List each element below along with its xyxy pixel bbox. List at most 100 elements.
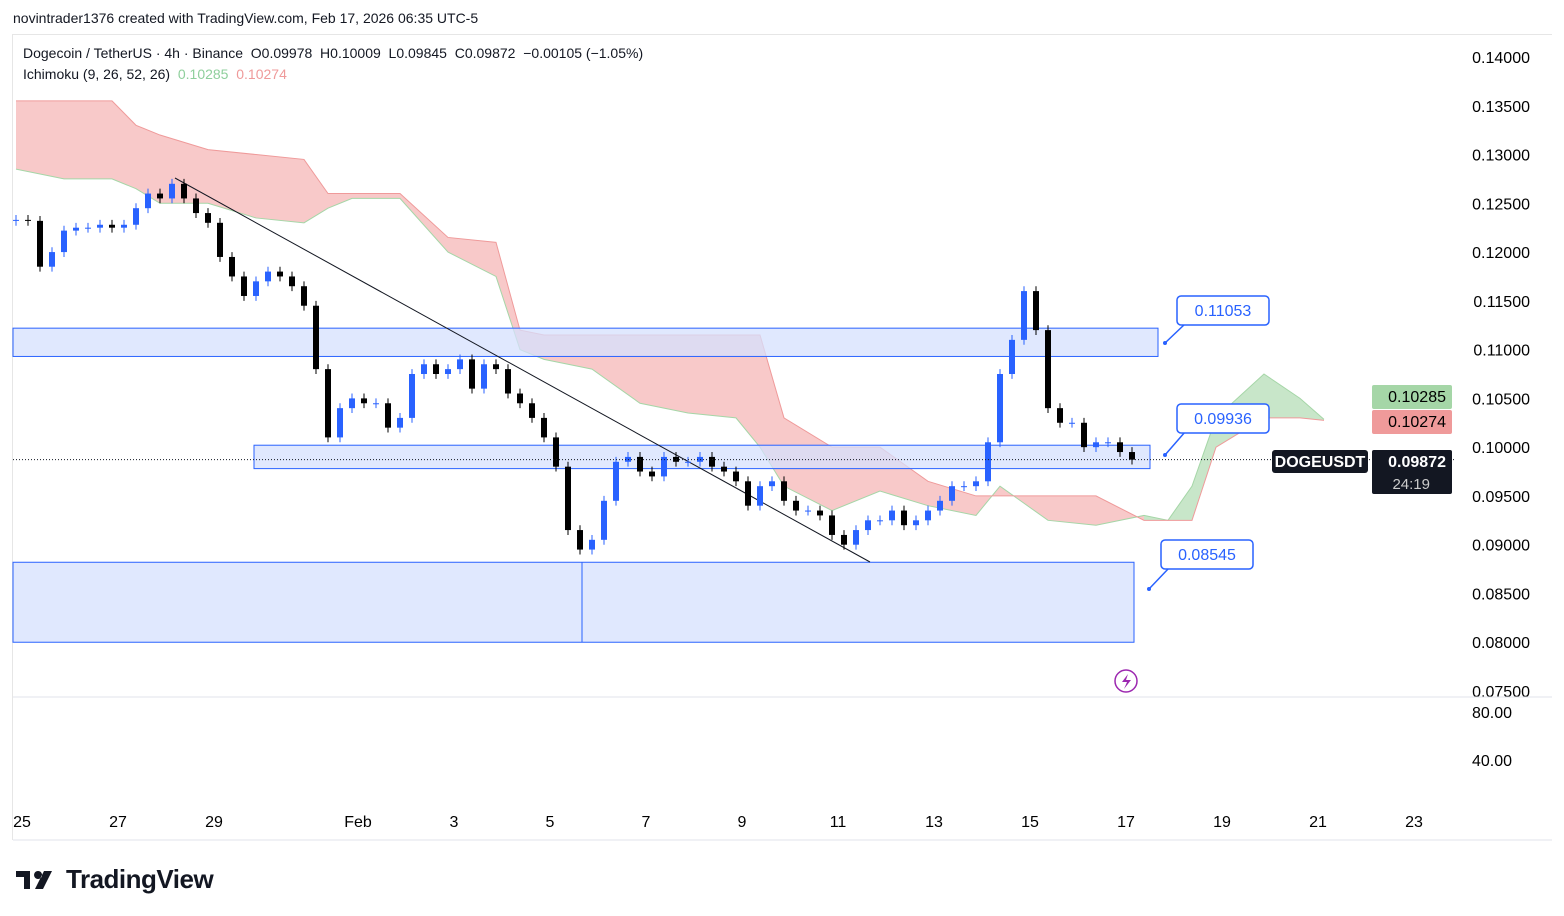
price-axis-label: 0.07500	[1472, 684, 1530, 701]
candle-body	[733, 471, 739, 482]
ichimoku-cloud-segment	[16, 100, 64, 179]
candle-body	[205, 213, 211, 223]
candle-body	[469, 359, 475, 389]
tradingview-logo[interactable]: TradingView	[16, 864, 214, 895]
indicator-value-b: 0.10274	[236, 66, 287, 82]
ichimoku-cloud-segment	[112, 100, 136, 189]
candle-body	[865, 520, 871, 531]
candle-body	[397, 417, 403, 428]
candle-body	[961, 486, 967, 488]
time-axis-label: 17	[1117, 814, 1135, 831]
candle-body	[253, 281, 259, 296]
candle-body	[109, 224, 115, 228]
callout-box	[1160, 539, 1254, 570]
ohlc-close: C0.09872	[454, 45, 516, 61]
callout-pointer	[1164, 323, 1201, 344]
ohlc-high: H0.10009	[320, 45, 381, 61]
candle-body	[877, 520, 883, 522]
candle-body	[1057, 408, 1063, 423]
candle-body	[685, 461, 691, 463]
time-axis-label: 3	[450, 814, 459, 831]
time-axis-label: 27	[109, 814, 127, 831]
candle-body	[289, 276, 295, 287]
candle-body	[937, 500, 943, 511]
ichimoku-cloud-segment	[304, 159, 328, 223]
callout-anchor-dot	[1163, 341, 1167, 345]
time-axis-label: 11	[830, 814, 847, 831]
candle-body	[97, 224, 103, 228]
lower-pane-axis-label: 40.00	[1472, 753, 1512, 770]
candle-body	[1093, 442, 1099, 448]
indicator-name[interactable]: Ichimoku (9, 26, 52, 26)	[23, 66, 171, 82]
price-axis-label: 0.08000	[1472, 635, 1530, 652]
candle-body	[637, 456, 643, 472]
ichimoku-cloud-segment	[1096, 495, 1144, 526]
candle-body	[13, 219, 19, 221]
price-axis-label: 0.08500	[1472, 586, 1530, 603]
candle-body	[169, 183, 175, 199]
candle-body	[1117, 442, 1123, 453]
candle-body	[61, 230, 67, 253]
candle-body	[721, 466, 727, 472]
ichimoku-cloud-segment	[736, 334, 760, 448]
symbol-name[interactable]: Dogecoin / TetherUS · 4h · Binance	[23, 45, 243, 61]
candle-body	[853, 530, 859, 545]
price-axis-label: 0.09000	[1472, 538, 1530, 555]
candle-body	[841, 534, 847, 545]
candle-body	[661, 456, 667, 477]
candle-body	[517, 393, 523, 404]
candle-body	[361, 398, 367, 404]
ohlc-change: −0.00105 (−1.05%)	[523, 45, 644, 61]
ichimoku-cloud-segment	[256, 154, 304, 223]
candle-body	[241, 276, 247, 296]
candle-body	[1045, 330, 1051, 409]
time-axis-label: 13	[925, 814, 943, 831]
candle-body	[277, 271, 283, 277]
indicator-legend: Ichimoku (9, 26, 52, 26) 0.10285 0.10274	[23, 66, 287, 82]
candle-body	[133, 208, 139, 225]
candle-body	[229, 256, 235, 277]
price-axis-label: 0.11000	[1473, 343, 1530, 360]
support-resistance-zone	[12, 561, 1135, 643]
candle-body	[613, 461, 619, 501]
candle-body	[997, 374, 1003, 443]
candle-body	[985, 442, 991, 482]
candle-body	[121, 224, 127, 228]
time-axis-label: 29	[205, 814, 223, 831]
ohlc-open: O0.09978	[250, 45, 313, 61]
candle-body	[373, 403, 379, 405]
callout-pointer	[1148, 567, 1185, 590]
candle-body	[1129, 452, 1135, 460]
candle-body	[1105, 442, 1111, 444]
candle-body	[1021, 291, 1027, 340]
candle-body	[949, 486, 955, 501]
candle-body	[493, 364, 499, 370]
candle-body	[1033, 291, 1039, 331]
time-axis-label: 19	[1213, 814, 1231, 831]
trendline	[174, 177, 871, 563]
lower-pane-axis-label: 80.00	[1472, 705, 1512, 722]
candle-body	[649, 471, 655, 477]
time-axis-label: 23	[1405, 814, 1423, 831]
time-axis-label: 7	[642, 814, 651, 831]
candle-body	[157, 193, 163, 199]
ichimoku-cloud-segment	[64, 100, 112, 179]
ohlc-low: L0.09845	[388, 45, 447, 61]
candle-body	[757, 486, 763, 506]
time-axis-label: 5	[546, 814, 555, 831]
candle-body	[265, 271, 271, 282]
price-axis-label: 0.13000	[1472, 148, 1530, 165]
candle-body	[409, 374, 415, 418]
ichimoku-cloud-segment	[400, 193, 448, 253]
candle-body	[973, 481, 979, 487]
candle-body	[301, 286, 307, 306]
candle-body	[589, 539, 595, 550]
price-axis-label: 0.14000	[1472, 50, 1530, 67]
candle-body	[829, 515, 835, 535]
candle-body	[181, 183, 187, 199]
candle-body	[1069, 422, 1075, 424]
candle-body	[745, 481, 751, 506]
candle-body	[781, 481, 787, 501]
callout-box	[1176, 403, 1270, 434]
